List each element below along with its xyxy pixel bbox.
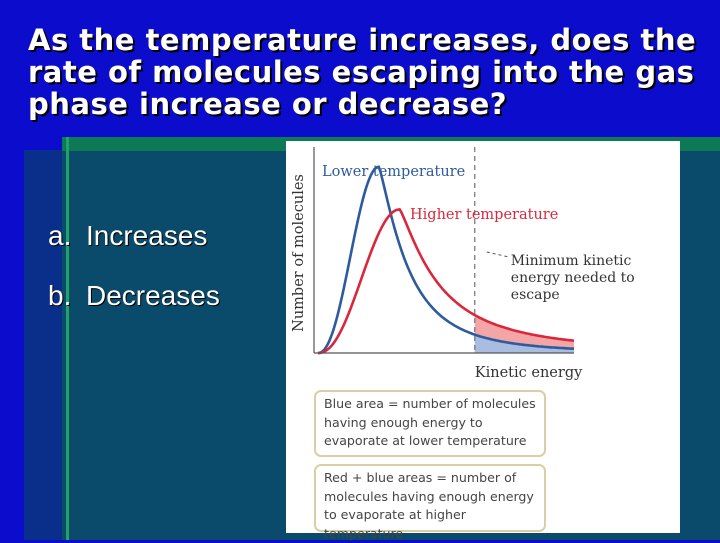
threshold-label-line: energy needed to [511,270,635,286]
distribution-chart: Lower temperature Higher temperature Num… [291,147,635,381]
red-area-note: Red + blue areas = number of molecules h… [314,464,546,541]
option-b-text: Decreases [86,280,220,311]
backdrop-band-left [24,150,66,540]
answer-options: a. Increases b. Decreases [48,220,220,340]
option-b-letter: b. [48,280,72,311]
series-label-lower-temperature: Lower temperature [322,164,465,180]
x-axis-label: Kinetic energy [475,365,583,381]
threshold-leader-line [486,251,509,258]
lower-temperature-curve [317,165,575,355]
threshold-label-line: Minimum kinetic [511,253,632,269]
question-title: As the temperature increases, does the r… [28,23,697,121]
option-a-letter: a. [48,220,72,251]
blue-area-note: Blue area = number of molecules having e… [314,390,546,457]
threshold-label-line: escape [511,287,560,303]
higher-temperature-curve [317,208,575,355]
option-a-text: Increases [86,220,208,251]
energy-distribution-figure: Lower temperature Higher temperature Num… [286,141,680,541]
y-axis-label: Number of molecules [291,174,307,332]
option-b[interactable]: b. Decreases [48,280,220,340]
series-label-higher-temperature: Higher temperature [410,207,558,223]
option-a[interactable]: a. Increases [48,220,220,280]
backdrop-line [66,137,69,540]
threshold-label: Minimum kinetic energy needed to escape [511,253,635,303]
